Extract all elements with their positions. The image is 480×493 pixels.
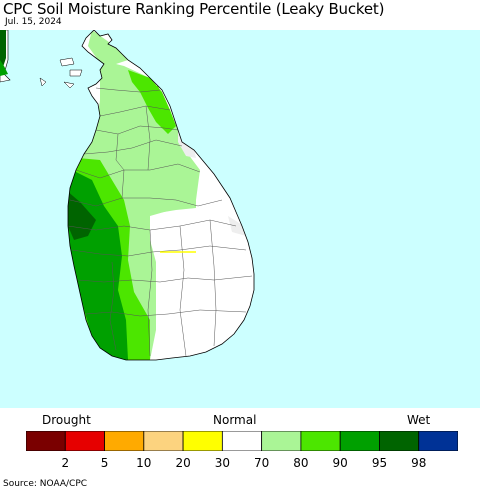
legend-swatch: [379, 431, 420, 451]
island-3: [63, 81, 75, 89]
legend-drought-label: Drought: [42, 413, 91, 427]
island-1: [59, 57, 75, 67]
region-east-patch-2: [228, 216, 246, 236]
legend-tick-label: 2: [61, 456, 70, 470]
legend-tick-label: 20: [175, 456, 191, 470]
legend-swatch: [300, 431, 341, 451]
soil-moisture-map: [0, 30, 480, 408]
island-2: [69, 69, 83, 77]
india-wet-area: [0, 30, 6, 72]
legend-normal-label: Normal: [213, 413, 257, 427]
legend-swatch: [143, 431, 184, 451]
legend-tick-label: 70: [253, 456, 270, 470]
legend-swatch: [221, 431, 263, 451]
legend-swatch: [64, 431, 105, 451]
legend-swatch: [418, 431, 458, 451]
legend-tick-label: 95: [371, 456, 388, 470]
island-4: [39, 77, 47, 87]
legend-color-bar: [26, 431, 458, 451]
legend-swatch: [339, 431, 380, 451]
legend-tick-label: 30: [214, 456, 230, 470]
legend-swatch: [182, 431, 223, 451]
india-wet-area-2: [0, 60, 8, 76]
map-title: CPC Soil Moisture Ranking Percentile (Le…: [3, 0, 385, 18]
legend-tick-label: 5: [100, 456, 109, 470]
legend-swatch: [261, 431, 302, 451]
legend-tick-label: 98: [411, 456, 427, 470]
legend-wet-label: Wet: [407, 413, 431, 427]
legend-tick-label: 80: [293, 456, 309, 470]
coastline: [67, 30, 255, 361]
region-98-coast: [68, 190, 96, 240]
legend-tick-label: 90: [332, 456, 348, 470]
legend-swatch: [26, 431, 66, 451]
source-credit: Source: NOAA/CPC: [3, 479, 88, 489]
district-borders: [68, 87, 253, 357]
region-80-east: [150, 170, 196, 214]
region-north-80: [88, 30, 128, 66]
legend-tick-label: 10: [136, 456, 152, 470]
legend-swatch: [104, 431, 145, 451]
map-date: Jul. 15, 2024: [5, 17, 62, 27]
